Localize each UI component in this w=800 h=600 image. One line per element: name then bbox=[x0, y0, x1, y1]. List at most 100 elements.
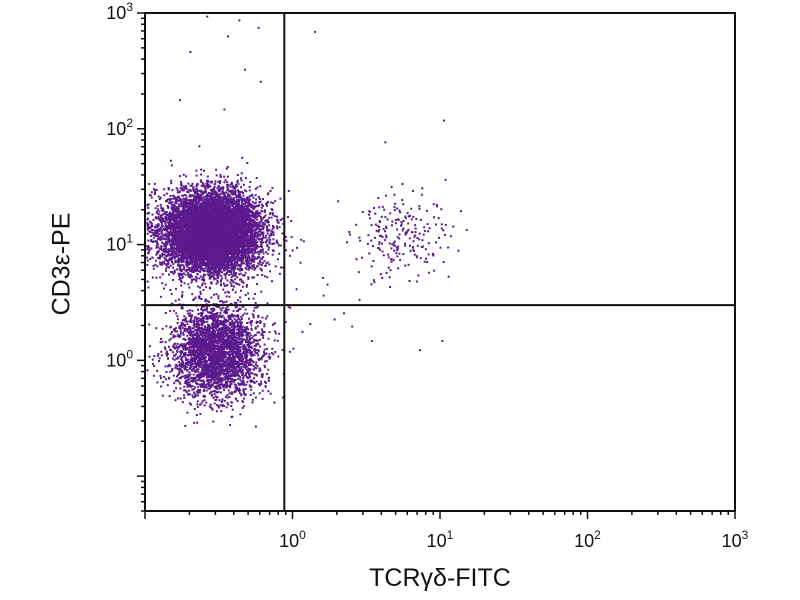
data-point bbox=[260, 206, 263, 209]
data-point bbox=[208, 274, 211, 277]
data-point bbox=[242, 255, 245, 258]
data-point bbox=[212, 276, 215, 279]
data-point bbox=[155, 276, 158, 279]
data-point bbox=[225, 214, 228, 217]
data-point bbox=[240, 263, 243, 265]
data-point bbox=[155, 211, 158, 214]
data-point bbox=[254, 217, 257, 220]
data-point bbox=[197, 285, 200, 288]
data-point bbox=[171, 189, 174, 192]
data-point bbox=[146, 232, 149, 235]
data-point bbox=[252, 196, 255, 199]
data-point bbox=[182, 207, 185, 210]
data-point bbox=[210, 282, 213, 285]
data-point bbox=[181, 194, 184, 197]
data-point bbox=[257, 224, 260, 227]
data-point bbox=[240, 212, 243, 215]
data-point bbox=[165, 255, 168, 258]
data-point bbox=[219, 173, 222, 176]
data-point bbox=[147, 203, 150, 206]
data-point bbox=[162, 233, 165, 236]
data-point bbox=[179, 276, 181, 279]
data-point bbox=[181, 273, 184, 276]
data-point bbox=[197, 197, 200, 200]
data-point bbox=[169, 243, 172, 246]
data-point bbox=[217, 199, 220, 202]
data-point bbox=[252, 238, 255, 241]
data-point bbox=[282, 223, 285, 225]
data-point bbox=[150, 191, 153, 194]
data-point bbox=[235, 272, 238, 274]
data-point bbox=[272, 226, 275, 229]
data-point bbox=[173, 252, 176, 255]
data-point bbox=[163, 245, 166, 248]
data-point bbox=[259, 231, 262, 234]
data-point bbox=[244, 249, 247, 252]
data-point bbox=[254, 240, 257, 243]
data-point bbox=[237, 192, 240, 195]
data-point bbox=[245, 210, 248, 213]
data-point bbox=[248, 200, 250, 203]
data-point bbox=[225, 201, 227, 204]
data-point bbox=[226, 188, 229, 191]
data-point bbox=[178, 229, 181, 232]
data-point bbox=[266, 232, 269, 235]
data-point bbox=[240, 204, 243, 207]
data-point bbox=[193, 197, 196, 200]
data-point bbox=[217, 195, 220, 198]
data-point bbox=[270, 230, 273, 233]
data-point bbox=[182, 272, 185, 275]
data-point bbox=[260, 231, 263, 234]
data-point bbox=[253, 268, 256, 271]
data-point bbox=[161, 241, 164, 244]
data-point bbox=[246, 249, 249, 252]
data-point bbox=[153, 233, 156, 236]
data-point bbox=[195, 202, 198, 205]
data-point bbox=[180, 205, 183, 208]
data-point bbox=[180, 279, 183, 282]
data-point bbox=[187, 274, 190, 276]
data-point bbox=[169, 228, 172, 231]
data-point bbox=[209, 277, 212, 280]
data-point bbox=[147, 286, 150, 289]
data-point bbox=[202, 257, 205, 260]
data-point bbox=[230, 276, 233, 279]
data-point bbox=[180, 220, 183, 223]
data-point bbox=[183, 282, 186, 285]
data-point bbox=[224, 179, 227, 182]
data-point bbox=[231, 249, 234, 252]
data-point bbox=[210, 180, 213, 183]
data-point bbox=[147, 249, 150, 252]
data-point bbox=[235, 282, 237, 285]
data-point bbox=[236, 239, 239, 242]
data-point bbox=[262, 235, 265, 238]
data-point bbox=[169, 248, 172, 250]
data-point bbox=[155, 253, 158, 256]
data-point bbox=[260, 209, 263, 212]
data-point bbox=[242, 212, 245, 215]
data-point bbox=[226, 181, 229, 184]
data-point bbox=[266, 276, 269, 279]
data-point bbox=[170, 182, 173, 185]
data-point bbox=[210, 276, 212, 279]
data-point bbox=[266, 193, 269, 196]
data-point bbox=[191, 248, 194, 251]
data-point bbox=[208, 192, 210, 194]
data-point bbox=[148, 183, 151, 185]
data-point bbox=[199, 286, 202, 289]
data-point bbox=[180, 183, 183, 186]
data-point bbox=[175, 187, 178, 190]
data-point bbox=[156, 252, 159, 255]
data-point bbox=[181, 263, 184, 266]
data-point bbox=[242, 214, 245, 217]
data-point bbox=[192, 271, 195, 273]
data-point bbox=[302, 240, 305, 243]
data-point bbox=[165, 214, 168, 216]
data-point bbox=[227, 261, 230, 264]
data-point bbox=[247, 261, 250, 264]
data-point bbox=[223, 181, 226, 184]
data-point bbox=[165, 233, 168, 236]
data-point bbox=[204, 269, 207, 272]
data-point bbox=[183, 188, 185, 191]
